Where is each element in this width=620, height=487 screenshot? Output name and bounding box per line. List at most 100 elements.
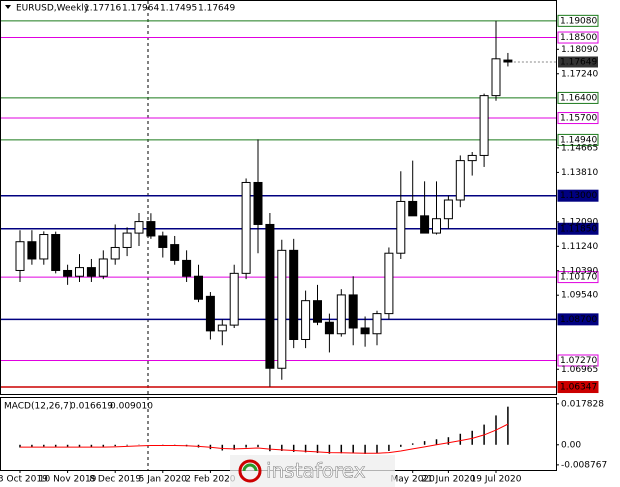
candle-body [408, 200, 418, 217]
level-label: 1.07270 [560, 356, 597, 366]
x-tick-label: 5 Jan 2020 [139, 475, 187, 485]
macd-y-tick-label: -0.008767 [561, 460, 607, 470]
candle-body [301, 300, 311, 340]
candle-body [51, 234, 61, 271]
macd-signal-value: 0.009010 [110, 402, 153, 412]
candle-body [146, 221, 156, 237]
watermark-text: instaforex [266, 459, 366, 483]
candle-body [491, 58, 501, 97]
ticks: 1.18090 1.17240 1.14665 1.13810 1.12090 1.112… [0, 45, 607, 485]
x-tick-label: 13 Oct 2019 [0, 475, 48, 485]
level-label-box [557, 271, 599, 284]
watermark: instaforex [230, 455, 395, 487]
level-label-box [557, 189, 599, 202]
x-tick-label: 19 Jul 2020 [471, 475, 522, 485]
y-tick-label: 1.06965 [561, 365, 598, 375]
y-tick-label: 1.14665 [561, 143, 598, 153]
marks [15, 20, 513, 454]
current-price-label: 1.17649 [560, 57, 597, 67]
dropdown-icon [5, 5, 11, 9]
level-label: 1.19080 [560, 16, 597, 26]
macd-y-tick-label: 0.00 [561, 440, 581, 450]
level-label: 1.16400 [560, 93, 597, 103]
candle-body [39, 234, 49, 260]
candle-body [75, 267, 84, 277]
candle-body [134, 221, 144, 234]
level-label-box [557, 112, 599, 125]
level-label-box [557, 133, 599, 146]
level-label-box [557, 354, 599, 367]
x-tick-label: 8 Dec 2019 [89, 475, 141, 485]
level-label-box [557, 14, 599, 27]
candle-body [194, 275, 203, 300]
y-tick-label: 1.12090 [561, 217, 598, 227]
candle-body [443, 199, 453, 220]
ohlc-value: 1.17649 [198, 4, 235, 14]
candle-body [432, 218, 441, 234]
level-label-box [557, 91, 599, 104]
x-tick-label: May 2020 [391, 475, 436, 485]
macd-title: MACD(12,26,7) [4, 402, 72, 412]
candle-body [372, 313, 382, 335]
macd-signal [20, 423, 509, 454]
current-price-box [558, 56, 598, 68]
candle-body [253, 181, 263, 225]
level-label: 1.08700 [560, 315, 597, 325]
candle-body [455, 160, 465, 201]
symbol: EURUSD,Weekly [16, 4, 90, 14]
y-tick-label: 1.10390 [561, 266, 598, 276]
candle-body [313, 300, 322, 323]
x-tick-label: 2 Feb 2020 [185, 475, 236, 485]
watermark-logo-arc [242, 463, 258, 472]
ohlc-value: 1.17964 [122, 4, 159, 14]
candle-body [86, 267, 96, 277]
candle-body [467, 154, 477, 162]
level-label: 1.06347 [560, 383, 597, 393]
candle-body [205, 295, 215, 332]
candle-body [396, 200, 406, 254]
level-label: 1.15700 [560, 114, 597, 124]
level-label-box [557, 222, 599, 235]
level-label: 1.10170 [560, 273, 597, 283]
y-tick-label: 1.11240 [561, 242, 598, 252]
y-tick-label: 1.13810 [561, 168, 598, 178]
candle-body [348, 294, 358, 329]
candle-body [217, 324, 227, 332]
candle-body [503, 59, 513, 63]
candle-body [158, 235, 168, 248]
x-tick-label: 10 Nov 2019 [39, 475, 97, 485]
y-tick-label: 1.18090 [561, 45, 598, 55]
levels: 1.19080 1.18500 1.16400 1.15700 1.14940 1.130… [1, 14, 599, 394]
level-label: 1.13000 [560, 191, 597, 201]
level-label: 1.14940 [560, 135, 597, 145]
macd-y-tick-label: 0.017828 [561, 399, 604, 409]
candle-body [63, 269, 73, 277]
candle-body [360, 327, 370, 335]
price-panel [0, 0, 557, 395]
candle-body [277, 249, 287, 369]
candle-body [336, 294, 346, 335]
ohlc-value: 1.17716 [84, 4, 121, 14]
level-label-box [557, 381, 599, 394]
candle-body [420, 215, 430, 234]
candle-body [479, 95, 489, 156]
watermark-logo [238, 459, 262, 483]
candle-body [15, 241, 25, 271]
y-tick-label: 1.17240 [561, 69, 598, 79]
y-tick-label: 1.09540 [561, 291, 598, 301]
candle-body [289, 249, 299, 340]
candle-body [27, 241, 37, 260]
candle-body [229, 272, 239, 326]
candle-body [182, 259, 192, 277]
candle-body [384, 252, 394, 315]
candle-body [122, 232, 132, 248]
level-label-box [557, 31, 599, 44]
level-label: 1.11850 [560, 224, 597, 234]
macd-value: 0.016619 [70, 402, 113, 412]
level-label: 1.18500 [560, 33, 597, 43]
ohlc-value: 1.17495 [160, 4, 197, 14]
x-tick-label: 21 Jun 2020 [421, 475, 475, 485]
candle-body [170, 244, 180, 261]
candle-body [98, 258, 108, 277]
